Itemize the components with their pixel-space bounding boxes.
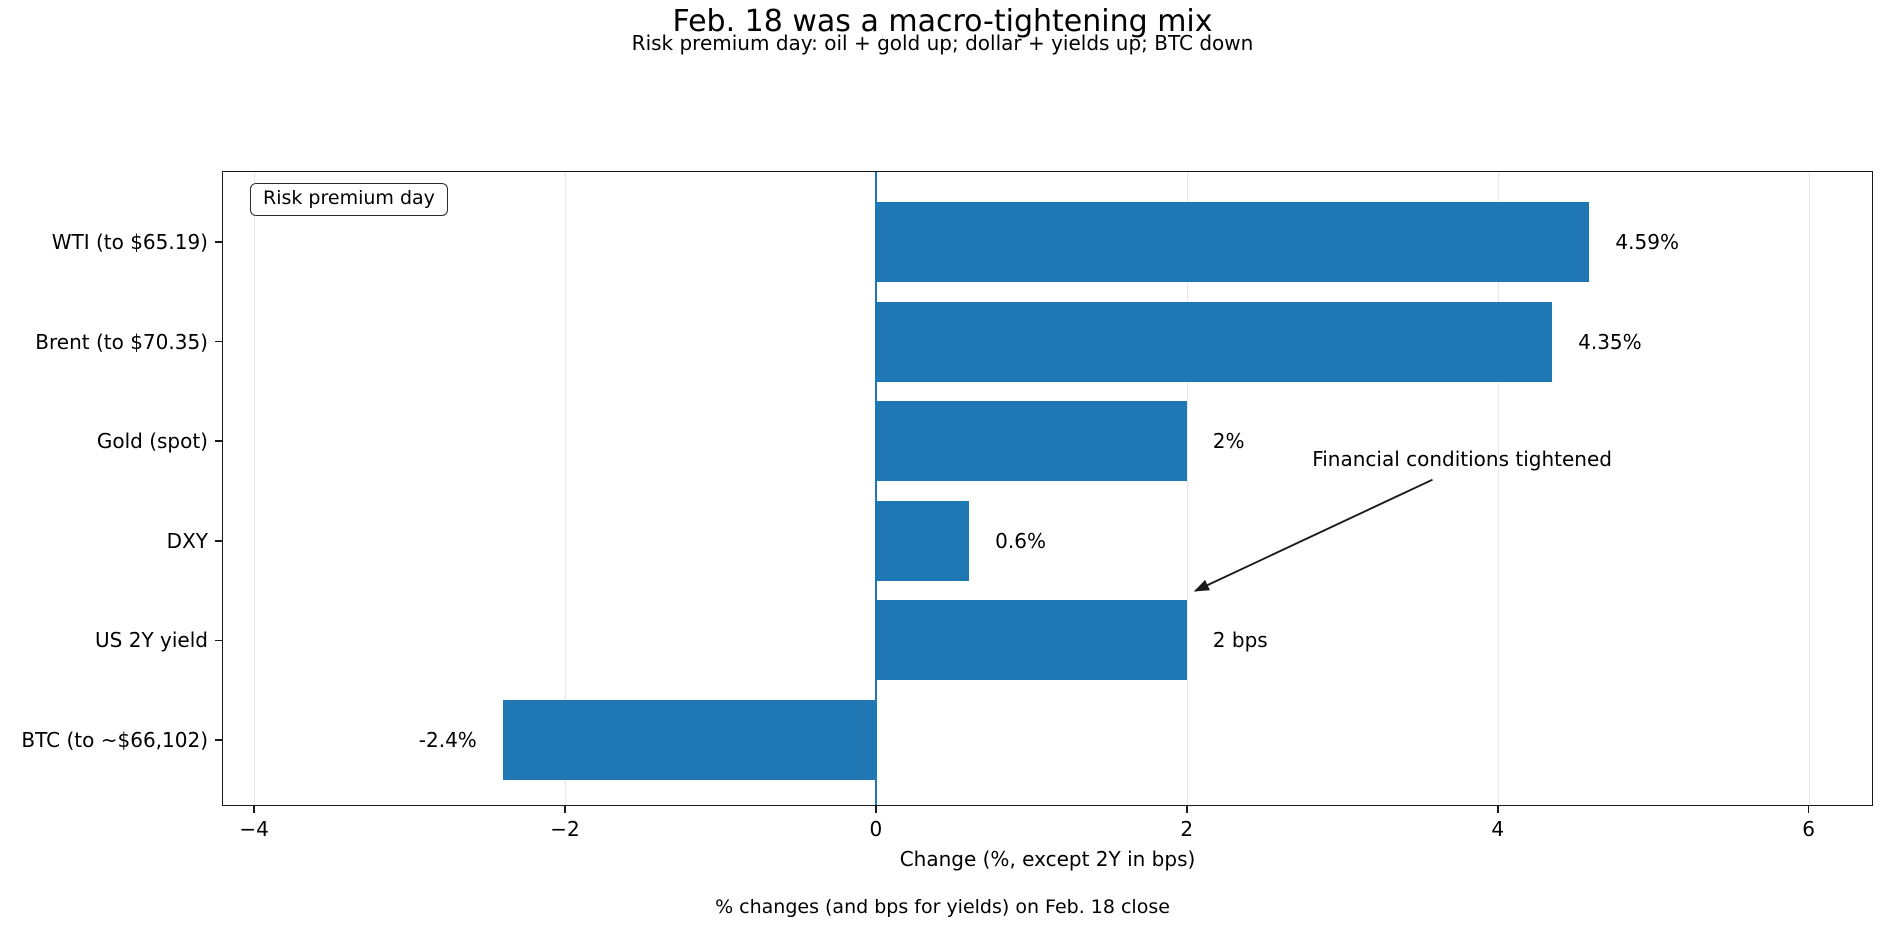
chart-title: Feb. 18 was a macro-tightening mix [672,4,1213,39]
gridline [1186,172,1188,805]
bar [875,600,1187,681]
x-tick-label: −2 [550,817,580,841]
legend-label: Risk premium day [263,187,435,209]
gridline [564,172,567,805]
bar-value-label: -2.4% [418,728,477,752]
x-tick-label: 6 [1802,817,1815,841]
x-axis-title: Change (%, except 2Y in bps) [899,847,1196,871]
x-tick-label: 0 [869,817,883,841]
x-tick-mark [1496,805,1499,813]
y-tick-mark [215,739,223,741]
y-axis-label: US 2Y yield [95,628,208,653]
gridline [254,172,256,805]
y-tick-mark [215,241,223,243]
bar-value-label: 0.6% [995,528,1046,553]
y-tick-mark [215,440,223,442]
legend-box: Risk premium day [250,183,448,216]
bar [875,500,970,581]
y-axis-label: BTC (to ~$66,102) [21,728,208,752]
y-axis-label: WTI (to $65.19) [51,230,208,254]
bar [875,401,1187,482]
bar [875,301,1553,382]
y-tick-mark [215,540,223,542]
y-tick-mark [215,340,223,343]
x-tick-mark [253,805,255,813]
plot-area: Risk premium day Financial conditions ti… [21,171,1873,841]
y-axis-label: Brent (to $70.35) [35,329,208,354]
x-tick-label: 4 [1491,817,1505,841]
annotation-text: Financial conditions tightened [1312,447,1612,472]
x-tick-mark [875,805,877,813]
chart-subtitle: Risk premium day: oil + gold up; dollar … [631,31,1254,55]
bar-value-label: 4.35% [1578,329,1642,354]
y-axis-label: DXY [166,528,208,553]
x-tick-mark [1807,805,1810,813]
footer-note: % changes (and bps for yields) on Feb. 1… [715,896,1170,918]
x-tick-label: 2 [1180,817,1194,841]
gridline [1497,172,1499,805]
zero-baseline [874,172,878,805]
bar-value-label: 2% [1212,429,1245,454]
y-tick-mark [215,639,223,642]
bar [875,202,1590,282]
x-tick-label: −4 [239,817,269,841]
bar-value-label: 4.59% [1615,230,1679,254]
y-axis-label: Gold (spot) [96,429,208,454]
x-tick-mark [1186,805,1188,813]
bar-value-label: 2 bps [1212,628,1268,653]
gridline [1808,172,1810,805]
bar [502,700,876,780]
x-tick-mark [564,805,566,813]
